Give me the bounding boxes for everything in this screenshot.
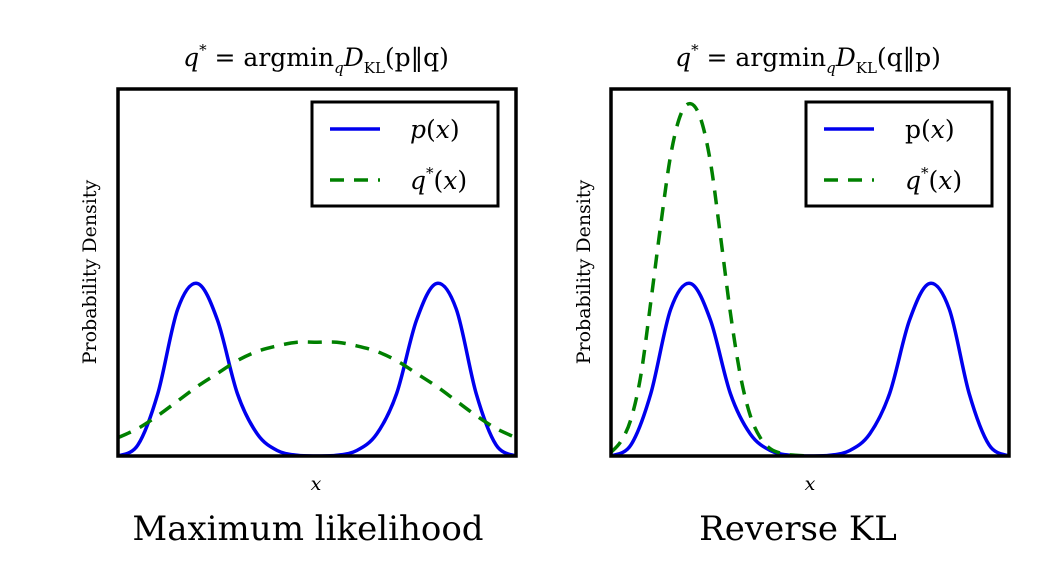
- panel-2-legend-box: [806, 102, 992, 206]
- panel-1-y-axis-label: Probability Density: [79, 179, 101, 364]
- panel-2-x-axis-label: x: [805, 473, 816, 495]
- panel-2-legend-label-p: p(x): [905, 115, 955, 144]
- panel-2-title: q* = argminqDKL(q‖p): [675, 41, 941, 77]
- panel-1-legend-label-q: q*(x): [410, 164, 467, 195]
- panel-2-legend-label-q: q*(x): [905, 164, 962, 195]
- panel-1-series-q-star-line: [118, 342, 516, 438]
- panel-1-legend: p(x) q*(x): [312, 102, 498, 206]
- panel-1-x-axis-label: x: [311, 473, 322, 495]
- panel-1-legend-label-p: p(x): [410, 115, 460, 144]
- panel-2-series-q-star-line: [611, 104, 810, 456]
- panel-2-series-p-line: [611, 283, 1009, 456]
- panel-2-y-axis-label: Probability Density: [573, 179, 595, 364]
- panel-1-caption: Maximum likelihood: [132, 509, 483, 549]
- panel-2-caption: Reverse KL: [699, 509, 897, 549]
- panel-1: q* = argminqDKL(p‖q) Probability Density…: [79, 41, 516, 549]
- panel-2: q* = argminqDKL(q‖p) Probability Density…: [573, 41, 1009, 549]
- panel-1-series-p-line: [118, 283, 516, 456]
- panel-2-legend: p(x) q*(x): [806, 102, 992, 206]
- panel-1-legend-box: [312, 102, 498, 206]
- panel-1-title: q* = argminqDKL(p‖q): [183, 41, 449, 77]
